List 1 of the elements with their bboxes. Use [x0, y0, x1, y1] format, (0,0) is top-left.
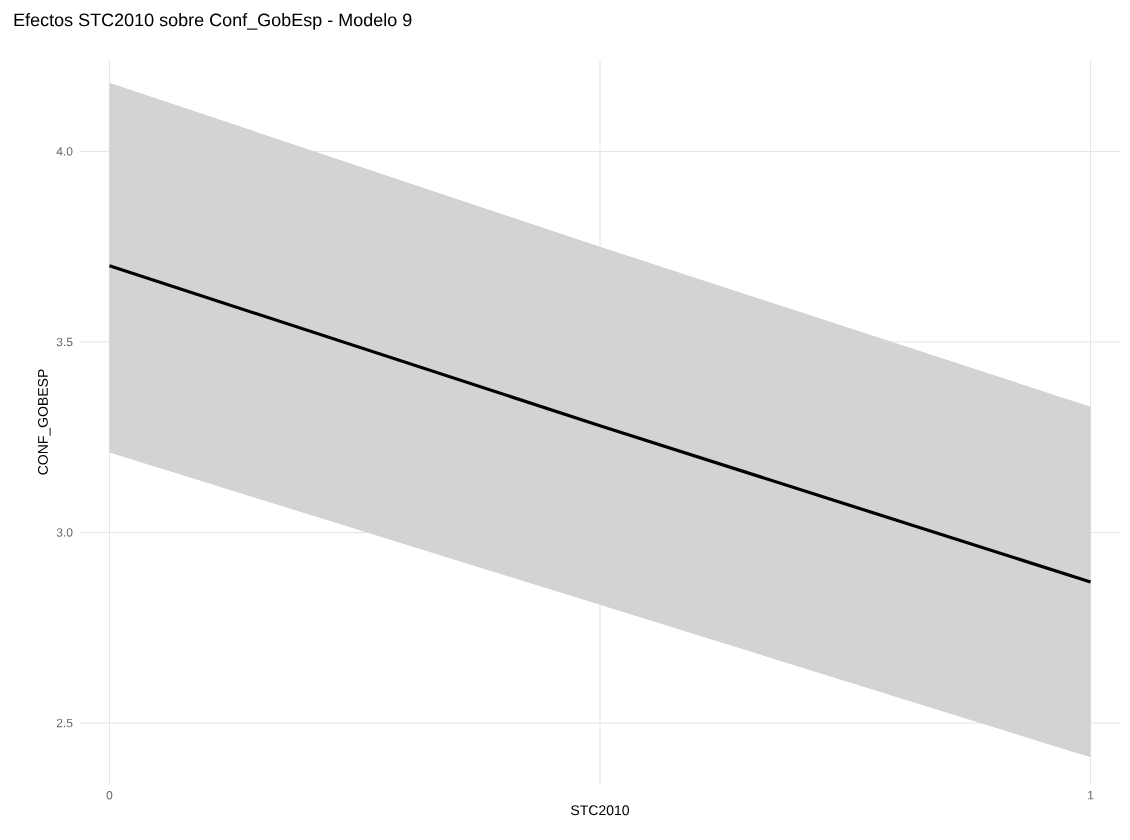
chart-title: Efectos STC2010 sobre Conf_GobEsp - Modelo 9 — [14, 13, 412, 30]
